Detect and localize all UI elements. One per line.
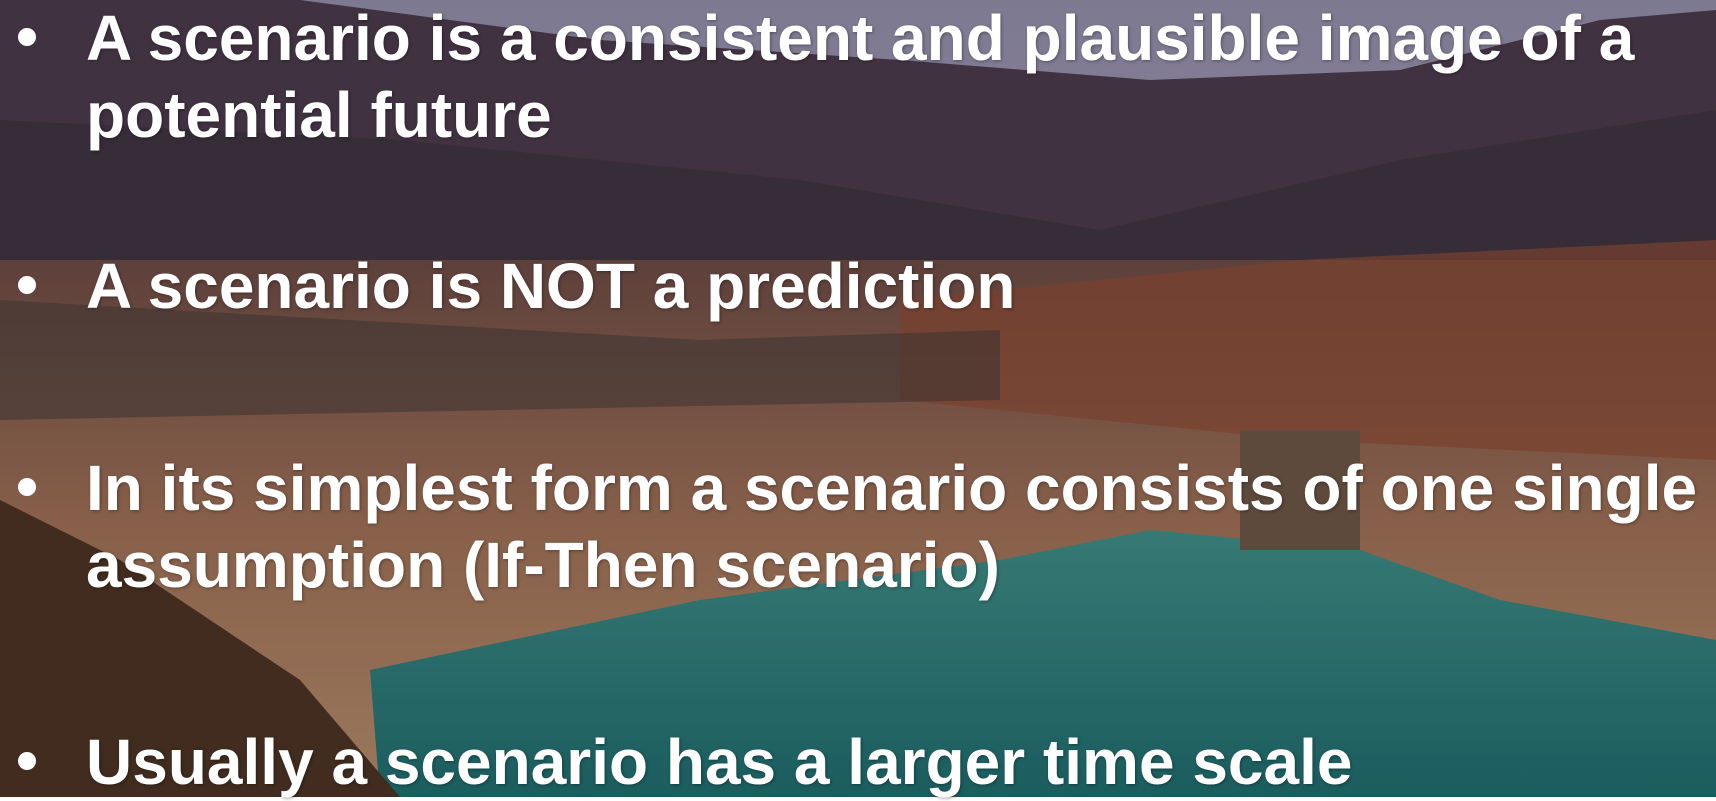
bullet-text: A scenario is a consistent and plausible… [86,0,1634,77]
bullet-text: In its simplest form a scenario consists… [86,450,1697,527]
bullet-text: assumption (If-Then scenario) [86,527,1000,604]
bullet-text: potential future [86,77,552,154]
bullet-dot [18,276,36,294]
bullet-dot [18,28,36,46]
bullet-dot [18,752,36,770]
bullet-text: A scenario is NOT a prediction [86,248,1015,325]
bullet-dot [18,478,36,496]
bullet-text: Usually a scenario has a larger time sca… [86,724,1352,801]
slide: A scenario is a consistent and plausible… [0,0,1716,797]
